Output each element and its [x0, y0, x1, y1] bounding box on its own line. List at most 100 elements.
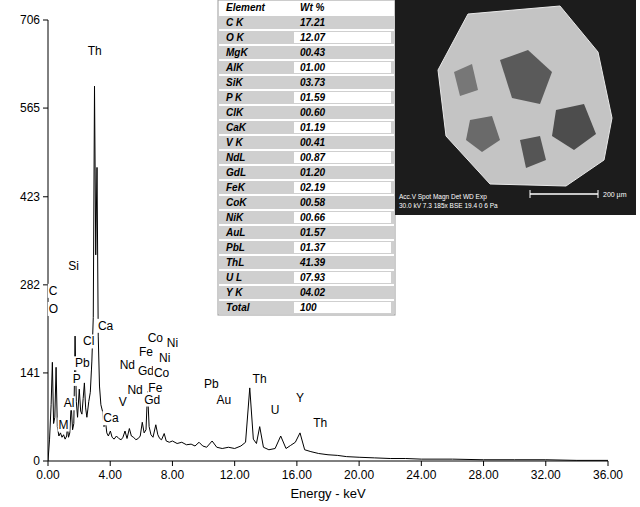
y-tick: [43, 372, 48, 373]
grain-inclusion: [520, 136, 546, 168]
label-patch: [97, 319, 115, 333]
spectrum-line: [48, 86, 608, 461]
x-tick: [296, 461, 297, 466]
peak-label: Pb: [74, 356, 91, 370]
table-row: [219, 301, 394, 314]
peak-label: O: [48, 302, 59, 316]
table-cell-text: 07.93: [300, 272, 325, 283]
table-row: [219, 286, 394, 299]
table-cell-text: U L: [226, 272, 242, 283]
peak-label: Al: [63, 396, 76, 410]
x-tick: [421, 461, 422, 466]
table-row: [219, 211, 394, 224]
label-patch: [143, 393, 161, 407]
table-cell-text: V K: [226, 137, 243, 148]
peak-label-text: Fe: [139, 345, 153, 359]
grain-inclusion: [466, 116, 500, 152]
peak-label: Gd: [143, 393, 161, 407]
peak-label-text: Cl: [83, 334, 94, 348]
x-tick-label: 32.00: [531, 468, 561, 482]
peak-label: Th: [252, 372, 268, 386]
table-row: [219, 46, 394, 59]
label-patch: [82, 334, 95, 348]
label-patch: [203, 377, 220, 391]
peak-label: Y: [295, 391, 305, 405]
table-cell-text: AlK: [225, 62, 244, 73]
table-cell-text: 00.60: [300, 107, 325, 118]
peak-label: Fe: [138, 345, 154, 359]
label-patch: [137, 364, 155, 378]
peak-label: Ni: [158, 351, 171, 365]
peak-label: Nd: [119, 358, 136, 372]
table-cell-text: 01.20: [300, 167, 325, 178]
peak-label-text: U: [271, 403, 280, 417]
label-patch: [119, 358, 136, 372]
label-patch: [72, 372, 82, 386]
y-tick: [43, 196, 48, 197]
peak-label: Au: [215, 393, 232, 407]
peak-label-text: Pb: [75, 356, 90, 370]
peak-label: V: [118, 395, 128, 409]
label-patch: [67, 259, 80, 273]
x-tick-label: 12.00: [220, 468, 250, 482]
grain-inclusion: [454, 64, 478, 96]
label-patch: [153, 366, 171, 380]
scale-bar-label: 200 µm: [603, 191, 627, 199]
x-axis-line: [48, 461, 608, 462]
table-cell: [294, 62, 391, 73]
peak-label-text: P: [73, 372, 81, 386]
label-patch: [252, 372, 268, 386]
table-row: [219, 136, 394, 149]
peak-label-text: Th: [313, 416, 327, 430]
table-cell-text: Total: [226, 302, 250, 313]
table-cell: [294, 152, 391, 163]
peak-label-text: M: [59, 418, 69, 432]
x-tick: [172, 461, 173, 466]
table-cell: [294, 92, 391, 103]
peak-label-text: Nd: [120, 358, 135, 372]
table-row: [219, 76, 394, 89]
label-patch: [126, 383, 143, 397]
peak-label: Co: [147, 331, 165, 345]
table-cell-text: ThL: [226, 257, 244, 268]
micrograph-caption: 30.0 kV 7.3 185x BSE 19.4 0 6 Pa: [399, 202, 498, 209]
table-cell-text: 04.02: [300, 287, 325, 298]
table-cell-text: 02.19: [300, 182, 325, 193]
table-cell-text: Y K: [226, 287, 243, 298]
peak-label-text: Co: [154, 366, 170, 380]
element-table: ElementWt %C K17.21O K12.07MgK00.43AlK01…: [218, 0, 395, 315]
table-cell: [294, 302, 391, 313]
table-cell-text: 01.19: [300, 122, 325, 133]
label-patch: [270, 403, 281, 417]
peak-label-text: Th: [253, 372, 267, 386]
micrograph-background: [395, 0, 636, 215]
scale-bar: [530, 193, 598, 195]
table-row: [219, 151, 394, 164]
y-tick-label: 423: [20, 190, 40, 204]
label-patch: [138, 345, 154, 359]
axes: 01412824235657060.004.008.0012.0016.0020…: [20, 13, 623, 501]
label-patch: [63, 396, 76, 410]
peak-label-text: Co: [148, 331, 164, 345]
peak-label-text: O: [49, 302, 58, 316]
table-row: [219, 181, 394, 194]
peak-label: Ca: [97, 319, 115, 333]
peak-label: Th: [87, 44, 103, 58]
peak-label: P: [72, 372, 82, 386]
table-frame: [218, 0, 395, 315]
table-cell-text: FeK: [226, 182, 246, 193]
plot-area: [48, 86, 608, 461]
peak-label: Pb: [203, 377, 220, 391]
label-patch: [312, 416, 328, 430]
grain-inclusion: [552, 104, 596, 150]
table-cell-text: MgK: [226, 47, 248, 58]
peak-label: Ni: [166, 336, 179, 350]
peak-label-text: Nd: [127, 383, 142, 397]
x-tick: [545, 461, 546, 466]
table-cell-text: 01.59: [300, 92, 325, 103]
table-row: [219, 106, 394, 119]
x-tick-label: 16.00: [282, 468, 312, 482]
peak-label-text: Ni: [167, 336, 178, 350]
table-row: [219, 271, 394, 284]
table-cell-text: 01.00: [300, 62, 325, 73]
